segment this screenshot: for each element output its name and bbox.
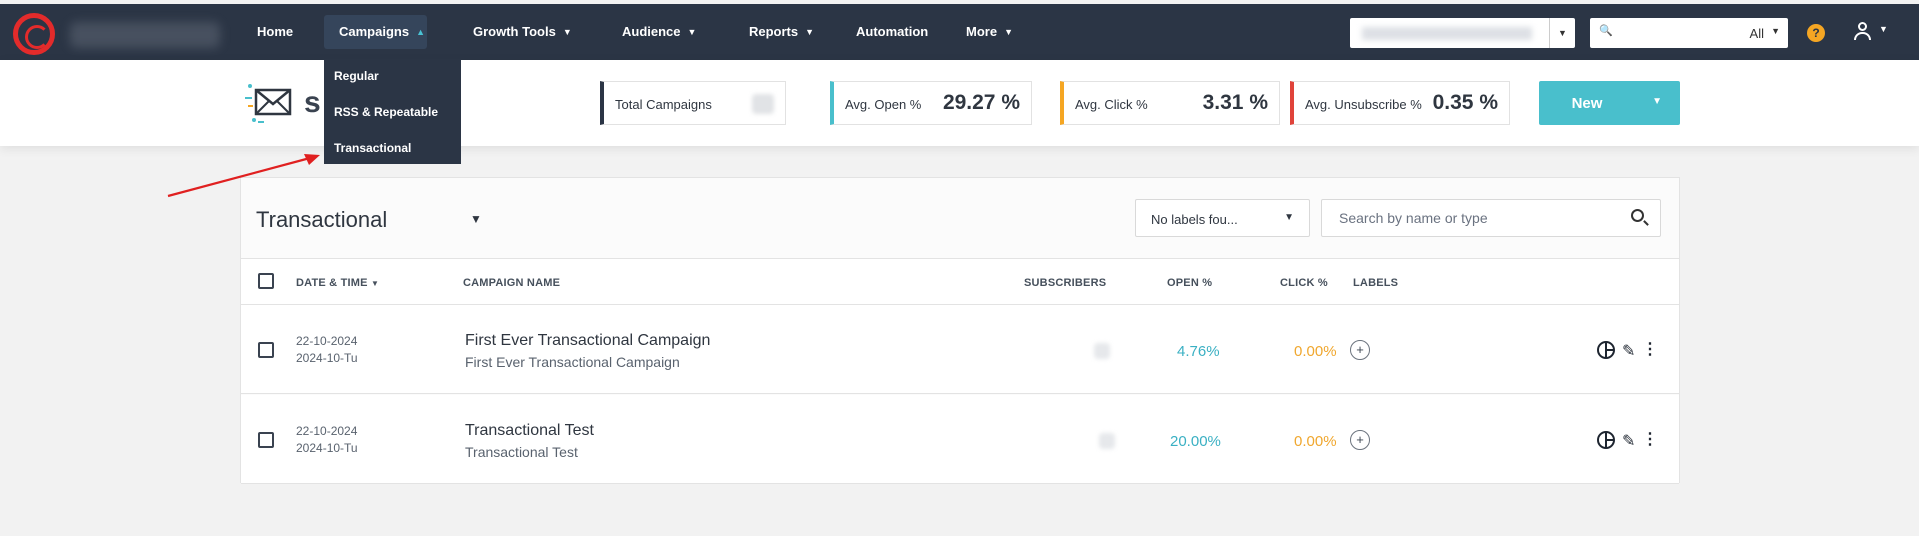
click-rate: 0.00%	[1294, 433, 1337, 450]
chevron-down-icon: ▼	[805, 27, 815, 37]
menu-item-rss-repeatable[interactable]: RSS & Repeatable	[334, 105, 439, 119]
chevron-down-icon: ▼	[687, 27, 697, 37]
new-campaign-button[interactable]: New ▼	[1539, 81, 1680, 125]
edit-pencil-icon[interactable]: ✎	[1622, 343, 1636, 360]
row-date: 22-10-2024	[296, 334, 358, 348]
help-icon[interactable]: ?	[1807, 24, 1825, 42]
more-options-icon[interactable]: ⋮	[1642, 431, 1658, 448]
nav-audience[interactable]: Audience ▼	[622, 4, 696, 60]
user-menu[interactable]: ▼	[1852, 20, 1892, 44]
campaign-search-input[interactable]	[1323, 201, 1613, 235]
row-checkbox[interactable]	[258, 342, 274, 358]
row-date-secondary: 2024-10-Tu	[296, 441, 358, 455]
chevron-down-icon: ▼	[1879, 24, 1888, 34]
nav-growth-tools[interactable]: Growth Tools ▼	[473, 4, 572, 60]
campaigns-dropdown-menu: Regular RSS & Repeatable Transactional	[324, 59, 461, 164]
subscribers-redacted	[1094, 343, 1110, 359]
add-label-icon[interactable]: +	[1350, 430, 1370, 450]
click-rate: 0.00%	[1294, 343, 1337, 360]
col-click: CLICK %	[1280, 277, 1328, 289]
search-icon[interactable]	[1631, 209, 1644, 222]
chevron-down-icon[interactable]: ▼	[470, 212, 482, 226]
account-select[interactable]: ▼	[1350, 18, 1575, 48]
campaign-type-title: Transactional	[256, 207, 388, 232]
menu-item-transactional[interactable]: Transactional	[334, 141, 412, 155]
report-chart-icon[interactable]	[1597, 431, 1615, 449]
nav-reports[interactable]: Reports ▼	[749, 4, 814, 60]
stat-total-campaigns: Total Campaigns	[600, 81, 786, 125]
stat-label: Total Campaigns	[615, 97, 712, 112]
col-campaign-name: CAMPAIGN NAME	[463, 277, 561, 289]
stat-label: Avg. Click %	[1075, 97, 1148, 112]
labels-filter-select[interactable]: No labels fou... ▼	[1135, 199, 1310, 237]
col-open: OPEN %	[1167, 277, 1213, 289]
campaign-subtitle: Transactional Test	[465, 444, 578, 460]
menu-item-regular[interactable]: Regular	[334, 69, 379, 83]
campaigns-panel: Transactional ▼ No labels fou... ▼ DATE …	[240, 177, 1680, 484]
chevron-down-icon: ▼	[1284, 212, 1294, 223]
table-header: DATE & TIME ▼ CAMPAIGN NAME SUBSCRIBERS …	[241, 258, 1679, 305]
stat-label: Avg. Unsubscribe %	[1305, 97, 1422, 112]
campaign-name-link[interactable]: First Ever Transactional Campaign	[465, 332, 711, 349]
open-rate: 20.00%	[1170, 433, 1221, 450]
new-button-label: New	[1571, 95, 1603, 112]
table-row[interactable]: 22-10-2024 2024-10-Tu First Ever Transac…	[241, 305, 1679, 394]
chevron-down-icon: ▼	[562, 27, 572, 37]
labels-filter-value: No labels fou...	[1151, 212, 1238, 227]
nav-campaigns[interactable]: Campaigns ▲	[339, 4, 425, 60]
nav-home[interactable]: Home	[257, 24, 294, 39]
brand-logo[interactable]	[13, 13, 55, 55]
col-labels: LABELS	[1353, 277, 1399, 289]
chevron-up-icon: ▲	[416, 27, 425, 37]
stat-label: Avg. Open %	[845, 97, 922, 112]
chevron-down-icon: ▼	[1771, 26, 1780, 36]
report-chart-icon[interactable]	[1597, 341, 1615, 359]
select-all-checkbox[interactable]	[258, 273, 274, 289]
edit-pencil-icon[interactable]: ✎	[1622, 433, 1636, 450]
annotation-arrow	[167, 154, 320, 198]
sort-down-icon: ▼	[370, 279, 380, 288]
more-options-icon[interactable]: ⋮	[1642, 341, 1658, 358]
stat-avg-click: Avg. Click % 3.31 %	[1060, 81, 1280, 125]
subscribers-redacted	[1099, 433, 1115, 449]
top-navbar: Home Campaigns ▲ Growth Tools ▼ Audience ▼ …	[0, 4, 1919, 60]
table-row[interactable]: 22-10-2024 2024-10-Tu Transactional Test…	[241, 395, 1679, 484]
stat-value: 0.35 %	[1432, 91, 1498, 114]
stat-avg-open: Avg. Open % 29.27 %	[830, 81, 1032, 125]
user-icon-body	[1854, 32, 1871, 40]
row-date: 22-10-2024	[296, 424, 358, 438]
campaign-search	[1321, 199, 1661, 237]
search-icon: 🔍	[1599, 25, 1613, 37]
add-label-icon[interactable]: +	[1350, 340, 1370, 360]
chevron-down-icon: ▼	[1549, 18, 1575, 48]
nav-active-highlight	[324, 15, 427, 49]
chevron-down-icon[interactable]: ▼	[1652, 96, 1662, 107]
stat-value: 3.31 %	[1202, 91, 1268, 114]
brand-name-redacted	[70, 22, 220, 48]
user-icon	[1858, 22, 1867, 31]
nav-more[interactable]: More ▼	[966, 4, 1013, 60]
campaign-name-link[interactable]: Transactional Test	[465, 422, 594, 439]
campaign-subtitle: First Ever Transactional Campaign	[465, 354, 680, 370]
page-title: s	[304, 86, 321, 119]
stat-value: 29.27 %	[942, 91, 1020, 114]
global-search[interactable]: 🔍 All ▼	[1590, 18, 1788, 48]
nav-automation[interactable]: Automation	[856, 24, 929, 39]
search-scope-select[interactable]: All	[1749, 26, 1764, 41]
row-checkbox[interactable]	[258, 432, 274, 448]
account-name-redacted	[1362, 27, 1532, 40]
envelope-icon	[245, 84, 292, 123]
row-date-secondary: 2024-10-Tu	[296, 351, 358, 365]
stat-value-redacted	[752, 94, 774, 114]
chevron-down-icon: ▼	[1004, 27, 1013, 37]
open-rate: 4.76%	[1177, 343, 1220, 360]
col-subscribers: SUBSCRIBERS	[1024, 277, 1107, 289]
col-date-time[interactable]: DATE & TIME ▼	[296, 277, 380, 289]
stat-avg-unsubscribe: Avg. Unsubscribe % 0.35 %	[1290, 81, 1510, 125]
